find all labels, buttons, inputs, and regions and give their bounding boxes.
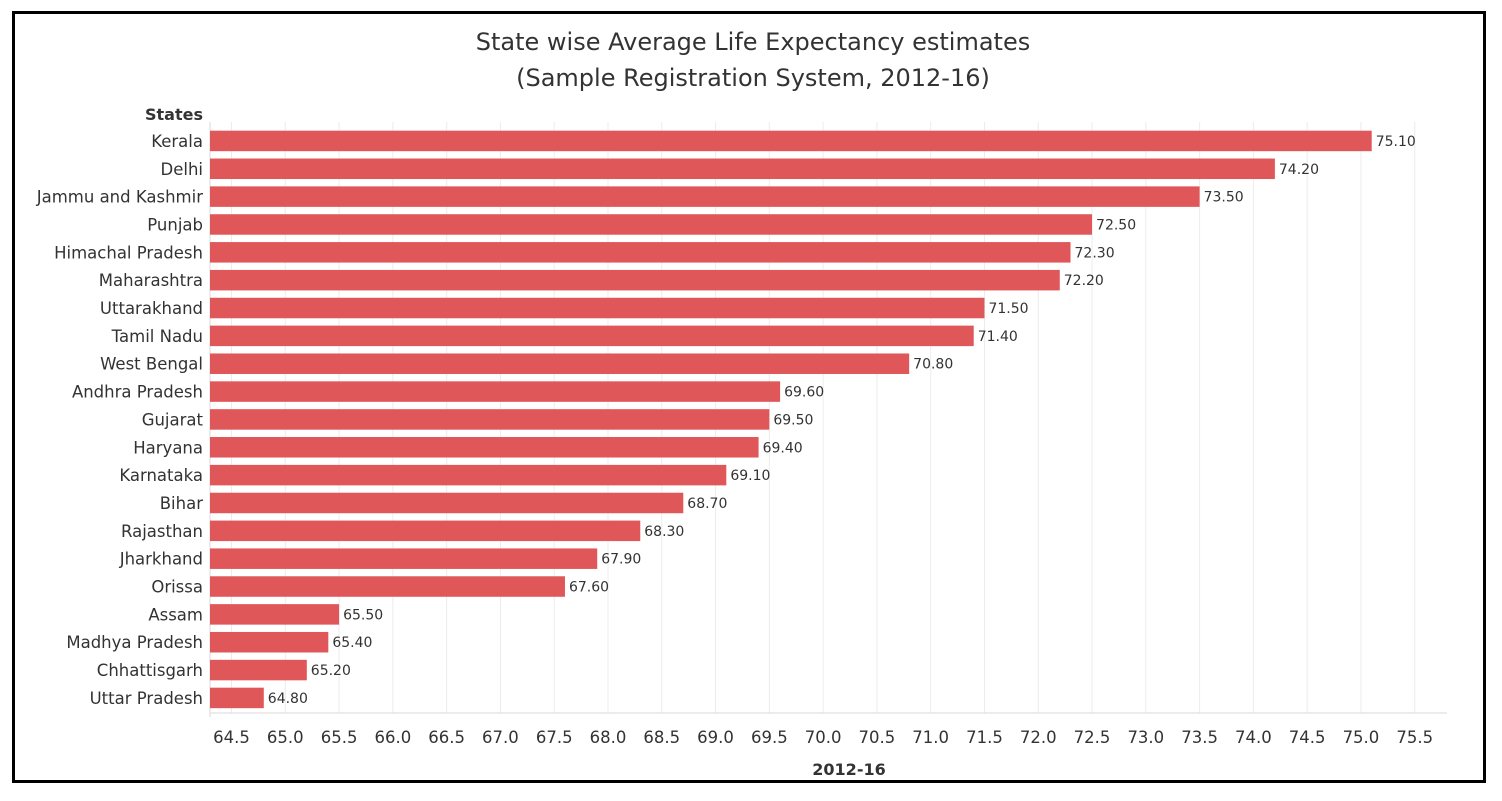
bars [210,130,1372,709]
x-tick-label: 74.5 [1289,728,1326,747]
category-label: Madhya Pradesh [66,633,203,652]
value-label: 69.50 [773,412,813,428]
category-label: Maharashtra [99,271,203,290]
bar[interactable] [210,186,1200,207]
value-label: 71.40 [978,329,1018,345]
value-label: 68.30 [644,524,684,540]
x-tick-label: 72.0 [1020,728,1057,747]
x-tick-label: 65.0 [267,728,304,747]
x-axis-ticks: 64.5 65.0 65.5 66.0 66.5 67.0 67.5 68.0 68.5 69.0… [213,728,1433,747]
bar[interactable] [210,604,340,625]
value-label: 74.20 [1279,162,1319,178]
bar[interactable] [210,409,770,430]
bar[interactable] [210,242,1071,263]
x-tick-label: 70.0 [805,728,842,747]
chart-frame: State wise Average Life Expectancy estim… [12,11,1486,783]
x-tick-label: 75.0 [1343,728,1380,747]
x-tick-label: 67.0 [482,728,519,747]
bar[interactable] [210,297,985,319]
value-labels: 75.10 74.20 73.50 72.50 72.30 72.20 71.50 71.40… [268,134,1416,707]
value-label: 73.50 [1204,190,1244,206]
x-tick-label: 71.5 [966,728,1003,747]
bar[interactable] [210,269,1060,291]
category-label: Bihar [160,494,203,513]
bar[interactable] [210,381,781,402]
chart-title: State wise Average Life Expectancy estim… [476,28,1030,56]
x-tick-label: 65.5 [321,728,358,747]
value-label: 70.80 [913,357,953,373]
bar[interactable] [210,325,974,347]
x-tick-label: 72.5 [1074,728,1111,747]
category-label: Gujarat [142,410,204,429]
value-label: 67.90 [601,552,641,568]
row-header-label: States [145,105,203,124]
category-label: Delhi [161,160,203,179]
bar[interactable] [210,130,1372,152]
x-tick-label: 66.5 [428,728,465,747]
category-label: Kerala [151,132,203,151]
x-tick-label: 71.0 [912,728,949,747]
value-label: 69.40 [763,440,803,456]
category-label: Jharkhand [119,550,203,569]
bar[interactable] [210,576,565,597]
category-label: Karnataka [119,466,203,485]
category-label: Andhra Pradesh [72,383,203,402]
x-tick-label: 70.5 [859,728,896,747]
category-label: Tamil Nadu [111,327,203,346]
x-tick-label: 74.0 [1235,728,1272,747]
value-label: 69.60 [784,385,824,401]
bar[interactable] [210,548,598,569]
bar[interactable] [210,659,307,681]
value-label: 65.40 [332,635,372,651]
x-tick-label: 68.0 [590,728,627,747]
x-tick-label: 73.0 [1127,728,1164,747]
category-label: Assam [148,605,203,624]
bar[interactable] [210,158,1275,180]
bar[interactable] [210,437,759,458]
x-tick-label: 67.5 [536,728,573,747]
category-label: Chhattisgarh [97,661,203,680]
value-label: 71.50 [988,301,1028,317]
category-label: Punjab [147,215,203,234]
x-tick-label: 68.5 [643,728,680,747]
category-label: Rajasthan [121,522,203,541]
value-label: 69.10 [730,468,770,484]
chart-svg: State wise Average Life Expectancy estim… [36,28,1447,779]
bar[interactable] [210,214,1093,235]
value-label: 67.60 [569,580,609,596]
x-tick-label: 64.5 [213,728,250,747]
bar[interactable] [210,520,641,542]
category-label: Uttarakhand [100,299,203,318]
x-axis-title: 2012-16 [812,760,885,779]
category-label: Haryana [133,438,203,457]
x-tick-label: 73.5 [1181,728,1218,747]
value-label: 72.30 [1075,245,1115,261]
value-label: 72.50 [1096,217,1136,233]
value-label: 65.50 [343,607,383,623]
bar[interactable] [210,492,684,514]
category-label: Jammu and Kashmir [36,188,203,207]
category-labels: Kerala Delhi Jammu and Kashmir Punjab Himach… [36,132,204,708]
value-label: 75.10 [1376,134,1416,150]
value-label: 65.20 [311,663,351,679]
category-label: West Bengal [100,355,203,374]
category-label: Himachal Pradesh [54,243,203,262]
bar[interactable] [210,631,329,653]
value-label: 64.80 [268,691,308,707]
x-tick-label: 69.5 [751,728,788,747]
category-label: Orissa [151,578,203,597]
bar[interactable] [210,353,910,374]
x-tick-label: 75.5 [1396,728,1433,747]
bar[interactable] [210,464,727,486]
value-label: 68.70 [687,496,727,512]
value-label: 72.20 [1064,273,1104,289]
x-tick-label: 66.0 [374,728,411,747]
chart-subtitle: (Sample Registration System, 2012-16) [516,64,990,92]
bar[interactable] [210,687,264,709]
category-label: Uttar Pradesh [90,689,203,708]
x-tick-label: 69.0 [697,728,734,747]
